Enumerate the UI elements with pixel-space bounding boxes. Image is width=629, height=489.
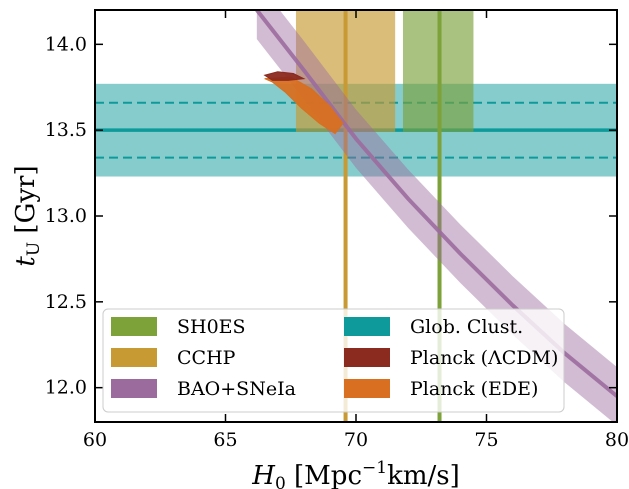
- legend-label-planck-cdm: Planck (ΛCDM): [410, 347, 558, 369]
- legend-label-glob-clust: Glob. Clust.: [410, 316, 523, 338]
- legend-swatch-bao-sneia: [111, 379, 157, 398]
- legend-swatch-planck-ede: [344, 379, 390, 398]
- y-tick-label-12.0: 12.0: [45, 377, 87, 399]
- y-axis-title: tU [Gyr]: [11, 165, 44, 266]
- legend-swatch-sh0es: [111, 317, 157, 336]
- x-tick-label-75: 75: [474, 429, 498, 451]
- x-axis-title: H0 [Mpc−1km/s]: [251, 458, 459, 489]
- legend-box: [102, 308, 565, 413]
- x-tick-label-70: 70: [344, 429, 368, 451]
- y-tick-label-12.5: 12.5: [45, 291, 87, 313]
- x-tick-label-65: 65: [213, 429, 237, 451]
- legend-label-bao-sneia: BAO+SNeIa: [177, 378, 296, 400]
- y-tick-label-13.5: 13.5: [45, 119, 87, 141]
- legend-label-sh0es: SH0ES: [177, 316, 246, 338]
- legend-swatch-glob-clust: [344, 317, 390, 336]
- x-tick-label-60: 60: [83, 429, 107, 451]
- y-tick-label-13.0: 13.0: [45, 205, 87, 227]
- planck-ede-contour: [264, 76, 344, 135]
- x-tick-label-80: 80: [605, 429, 629, 451]
- axis-ticks: 60 65 70 75 80 12.0 12.5 13.0 13.5 14.0: [45, 10, 629, 451]
- legend-swatch-planck-cdm: [344, 348, 390, 367]
- legend-label-cchp: CCHP: [177, 347, 236, 369]
- legend: SH0ES CCHP BAO+SNeIa Glob. Clust. Planck (ΛC…: [102, 308, 565, 413]
- y-tick-label-14.0: 14.0: [45, 33, 87, 55]
- legend-label-planck-ede: Planck (EDE): [410, 378, 538, 400]
- planck-cdm-contour: [263, 71, 306, 81]
- legend-swatch-cchp: [111, 348, 157, 367]
